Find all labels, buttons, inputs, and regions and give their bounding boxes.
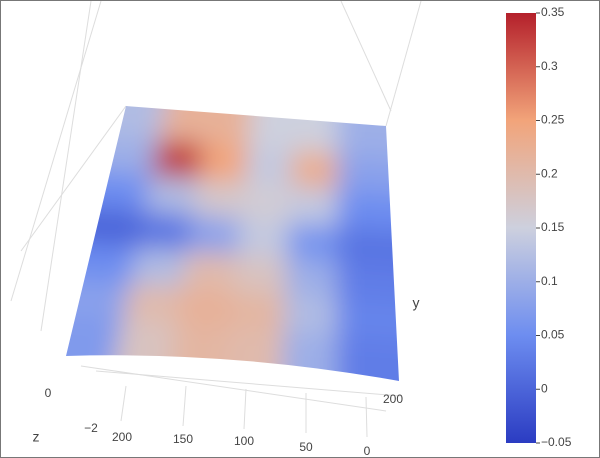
x-tick-label: 150 — [173, 432, 193, 446]
z-tick-label: −2 — [84, 421, 98, 435]
colorbar-tick-label: 0 — [541, 381, 548, 395]
x-tick-label: 0 — [364, 444, 371, 457]
x-tick-label: 50 — [299, 440, 313, 454]
y-axis-title: y — [413, 295, 420, 311]
surface-cell — [336, 334, 399, 381]
x-tick-label: 200 — [112, 430, 132, 444]
y-tick-label: 200 — [383, 392, 403, 406]
surface-cell — [66, 239, 149, 294]
colorbar-tick-label: 0.1 — [541, 274, 558, 288]
surface — [66, 106, 399, 381]
z-tick-label: 0 — [45, 386, 52, 400]
x-tick-label: 100 — [234, 434, 254, 448]
colorbar-tick-label: 0.3 — [541, 59, 558, 73]
surface-cell — [66, 275, 143, 330]
colorbar-tick-label: 0.15 — [541, 220, 565, 234]
scene-grid — [10, 1, 422, 438]
colorbar-tick-label: 0.35 — [541, 5, 565, 19]
colorbar-tick-label: 0.25 — [541, 113, 565, 127]
colorbar-tick-label: −0.05 — [541, 435, 572, 449]
colorbar-tick-label: 0.2 — [541, 166, 558, 180]
colorbar-tick-label: 0.05 — [541, 328, 565, 342]
colorbar — [506, 13, 536, 443]
z-axis-title: z — [33, 429, 40, 445]
surface-cell — [66, 311, 136, 381]
